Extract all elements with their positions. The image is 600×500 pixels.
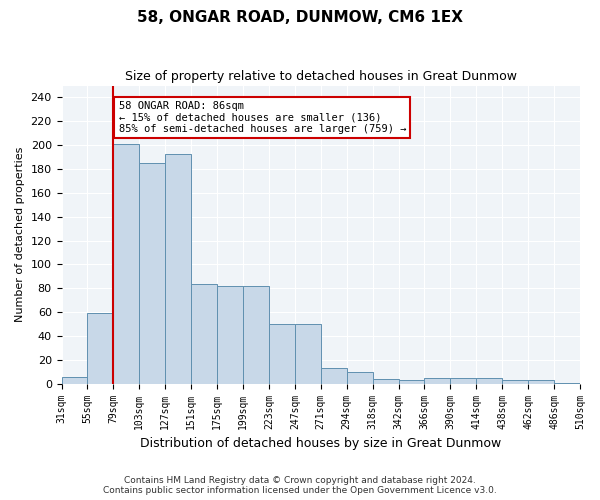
Bar <box>295 324 321 384</box>
Bar <box>347 372 373 384</box>
Bar <box>269 324 295 384</box>
Bar <box>528 380 554 384</box>
Bar <box>451 378 476 384</box>
Bar <box>321 368 347 384</box>
Bar <box>373 379 398 384</box>
Text: 58 ONGAR ROAD: 86sqm
← 15% of detached houses are smaller (136)
85% of semi-deta: 58 ONGAR ROAD: 86sqm ← 15% of detached h… <box>119 101 406 134</box>
Bar <box>62 376 88 384</box>
Bar <box>502 380 528 384</box>
Text: Contains HM Land Registry data © Crown copyright and database right 2024.
Contai: Contains HM Land Registry data © Crown c… <box>103 476 497 495</box>
Y-axis label: Number of detached properties: Number of detached properties <box>15 147 25 322</box>
Title: Size of property relative to detached houses in Great Dunmow: Size of property relative to detached ho… <box>125 70 517 83</box>
Bar <box>424 378 451 384</box>
Bar <box>243 286 269 384</box>
Bar <box>398 380 424 384</box>
Text: 58, ONGAR ROAD, DUNMOW, CM6 1EX: 58, ONGAR ROAD, DUNMOW, CM6 1EX <box>137 10 463 25</box>
Bar <box>113 144 139 384</box>
X-axis label: Distribution of detached houses by size in Great Dunmow: Distribution of detached houses by size … <box>140 437 502 450</box>
Bar <box>165 154 191 384</box>
Bar <box>217 286 243 384</box>
Bar <box>476 378 502 384</box>
Bar <box>554 382 580 384</box>
Bar <box>139 163 165 384</box>
Bar <box>88 314 113 384</box>
Bar <box>191 284 217 384</box>
